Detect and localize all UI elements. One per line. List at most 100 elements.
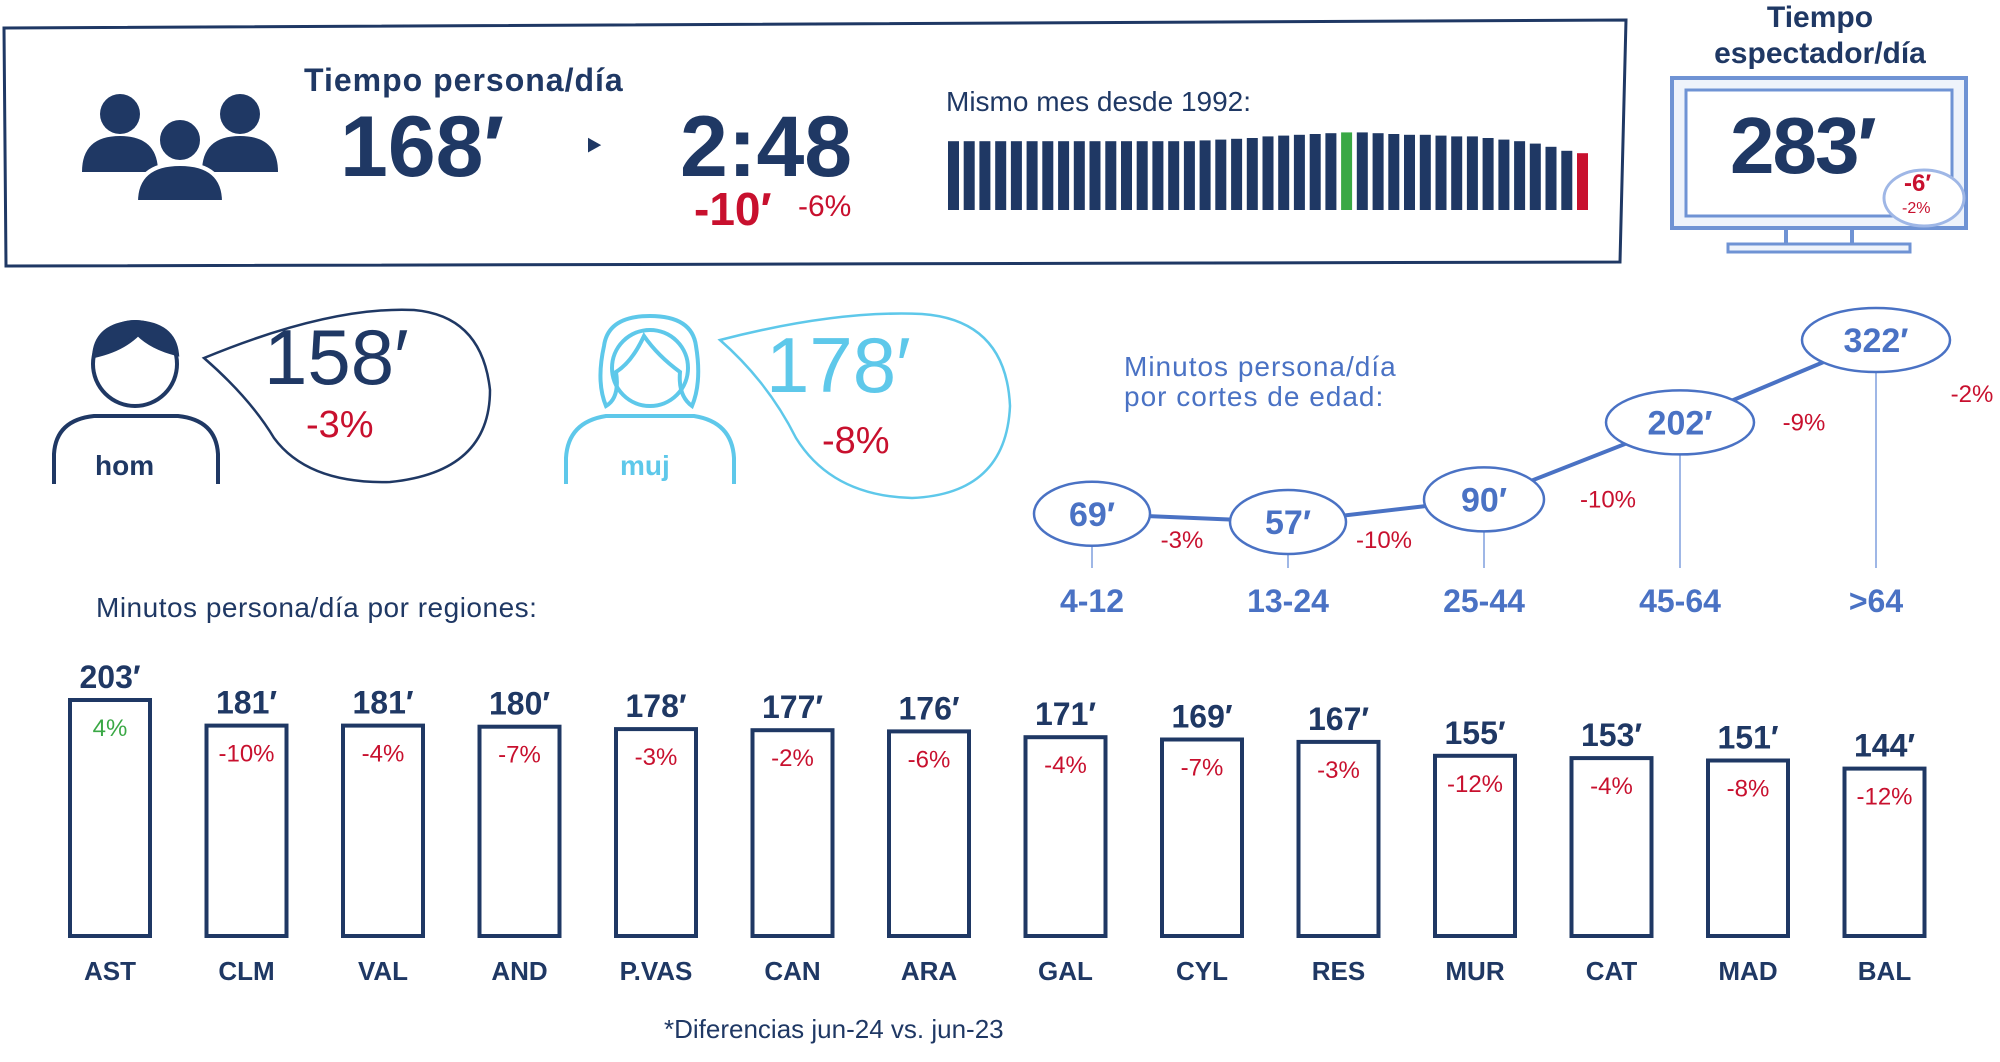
region-bar <box>1160 737 1244 938</box>
history-bar <box>1561 150 1573 210</box>
history-bar <box>1121 141 1132 210</box>
age-point-bubble <box>1032 480 1152 548</box>
history-bar <box>1498 139 1510 210</box>
region-bar-chart: 203′ 4% AST 181′ -10% CLM 181′ -4% VAL 180′ -7% AND… <box>68 659 1927 986</box>
history-bar <box>1309 134 1321 210</box>
age-diff-label: -10% <box>1580 486 1636 513</box>
persona-title: Tiempo persona/día <box>304 62 624 98</box>
region-category-label: AST <box>84 956 136 986</box>
region-category-label: MAD <box>1718 956 1777 986</box>
region-category-label: CAT <box>1586 956 1638 986</box>
region-bar <box>614 727 698 938</box>
history-bar <box>1278 135 1290 210</box>
region-diff-label: -4% <box>1590 773 1633 800</box>
region-value-label: 155′ <box>1444 715 1505 751</box>
region-value-label: 167′ <box>1308 701 1369 737</box>
age-point-bubble <box>1228 488 1348 556</box>
history-bar <box>1058 141 1070 210</box>
arrow-icon: ‣ <box>582 125 606 169</box>
region-category-label: ARA <box>901 956 958 986</box>
history-bar <box>1231 138 1243 210</box>
age-category-label: 25-44 <box>1443 583 1525 619</box>
region-bar <box>1296 739 1381 939</box>
viewer-title: Tiempo espectador/día <box>1660 0 1980 72</box>
history-bar <box>1293 134 1305 210</box>
age-category-label: 4-12 <box>1060 583 1124 619</box>
region-diff-label: -3% <box>635 744 678 771</box>
history-bar <box>1215 139 1227 210</box>
age-category-label: 45-64 <box>1639 583 1721 619</box>
region-value-label: 178′ <box>625 688 686 724</box>
history-bar <box>948 141 959 210</box>
history-bar <box>1372 133 1384 210</box>
history-bar <box>1136 141 1148 210</box>
history-bar <box>1482 138 1494 210</box>
age-value-label: 322′ <box>1844 322 1909 360</box>
history-bar <box>979 141 991 210</box>
region-bar <box>341 723 425 938</box>
region-bar <box>1023 735 1108 938</box>
region-category-label: CLM <box>218 956 274 986</box>
history-label: Mismo mes desde 1992: <box>946 86 1252 117</box>
age-line-chart: 69′ 4-12 57′ 13-24 90′ 25-44 202′ 45-64 322′ >64 -… <box>1032 306 1993 619</box>
region-bar <box>204 723 289 938</box>
history-bar <box>1545 146 1557 210</box>
region-category-label: MUR <box>1445 956 1504 986</box>
region-value-label: 151′ <box>1717 719 1778 755</box>
region-value-label: 171′ <box>1035 696 1096 732</box>
history-bar <box>1262 136 1274 210</box>
age-diff-label: -3% <box>1161 527 1204 554</box>
region-value-label: 169′ <box>1171 699 1232 735</box>
footnote: *Diferencias jun-24 vs. jun-23 <box>664 1014 1004 1044</box>
region-diff-label: -2% <box>771 745 814 772</box>
region-diff-label: -10% <box>218 741 274 768</box>
women-value: 178′ <box>766 321 911 409</box>
region-diff-label: -4% <box>362 741 405 768</box>
history-bar <box>1466 136 1478 210</box>
history-bar <box>963 141 975 210</box>
viewer-diff-pct: -2% <box>1902 200 1931 217</box>
history-bar <box>1089 141 1101 210</box>
age-chart-title: Minutos persona/día por cortes de edad: <box>1124 352 1397 412</box>
history-bar <box>1356 132 1368 210</box>
history-bar <box>1419 134 1431 210</box>
age-value-label: 69′ <box>1069 496 1115 534</box>
region-diff-label: -12% <box>1447 771 1503 798</box>
history-bar <box>1451 136 1463 210</box>
history-bar <box>1246 138 1258 210</box>
women-label: muj <box>620 450 670 481</box>
region-diff-label: -4% <box>1044 752 1087 779</box>
region-bar <box>1706 758 1790 938</box>
history-bar <box>1026 141 1038 210</box>
region-category-label: BAL <box>1858 956 1912 986</box>
history-bar-chart <box>948 132 1588 210</box>
region-value-label: 153′ <box>1581 717 1642 753</box>
history-bar <box>1042 141 1054 210</box>
women-speech-bubble <box>717 312 1012 500</box>
viewer-value: 283′ <box>1730 101 1877 190</box>
region-category-label: CYL <box>1176 956 1228 986</box>
region-category-label: CAN <box>764 956 820 986</box>
region-category-label: P.VAS <box>620 956 693 986</box>
woman-icon <box>564 313 736 484</box>
age-diff-label: -9% <box>1783 409 1826 436</box>
history-bar <box>1514 141 1526 210</box>
region-diff-label: -3% <box>1317 757 1360 784</box>
age-point-bubble <box>1422 466 1546 533</box>
history-bar <box>1529 143 1541 210</box>
age-value-label: 57′ <box>1265 504 1311 542</box>
age-value-label: 90′ <box>1461 481 1507 519</box>
history-bar <box>1577 153 1588 210</box>
age-point-bubble <box>1800 306 1952 374</box>
persona-diff-min: -10′ <box>694 183 772 235</box>
age-chart-title-line2: por cortes de edad: <box>1124 381 1385 412</box>
region-category-label: RES <box>1312 956 1365 986</box>
region-value-label: 180′ <box>489 686 550 722</box>
region-bar <box>750 728 835 938</box>
history-bar <box>1341 132 1353 210</box>
region-value-label: 181′ <box>216 685 277 721</box>
region-value-label: 181′ <box>352 685 413 721</box>
region-diff-label: -8% <box>1727 775 1770 802</box>
age-category-label: >64 <box>1849 583 1903 619</box>
region-bar <box>477 724 562 938</box>
